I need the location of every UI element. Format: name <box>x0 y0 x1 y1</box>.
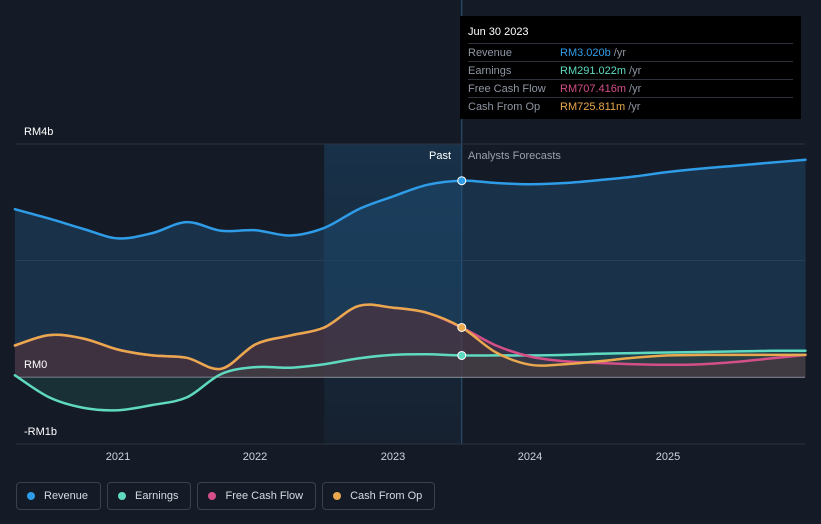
tooltip-unit: /yr <box>629 82 642 95</box>
tooltip-row-revenue: Revenue RM3.020b /yr <box>468 43 793 61</box>
tooltip-unit: /yr <box>629 64 642 77</box>
revenue-line <box>13 158 807 240</box>
tooltip-date: Jun 30 2023 <box>468 26 529 38</box>
legend-item-free-cash-flow[interactable]: Free Cash Flow <box>197 482 317 510</box>
y-tick-label-4b: RM4b <box>24 126 54 138</box>
tooltip-label: Earnings <box>468 64 512 77</box>
x-tick-2024: 2024 <box>517 451 543 463</box>
tooltip-value: RM3.020b <box>560 46 611 59</box>
y-tick-label-0: RM0 <box>24 359 48 371</box>
legend-item-earnings[interactable]: Earnings <box>107 482 192 510</box>
past-region <box>324 144 462 444</box>
legend-label: Revenue <box>44 490 89 502</box>
tooltip-label: Cash From Op <box>468 100 541 113</box>
x-tick-2022: 2022 <box>242 451 268 463</box>
x-tick-2023: 2023 <box>380 451 406 463</box>
earnings-line <box>13 349 807 412</box>
legend-item-cash-from-op[interactable]: Cash From Op <box>322 482 436 510</box>
tooltip-value: RM707.416m <box>560 82 627 95</box>
past-label: Past <box>429 150 452 162</box>
chart-legend: Revenue Earnings Free Cash Flow Cash Fro… <box>16 482 436 510</box>
cash-from-op-marker <box>457 322 467 332</box>
tooltip-value: RM725.811m <box>560 100 626 113</box>
forecast-label: Analysts Forecasts <box>468 150 561 162</box>
earnings-area <box>14 350 806 411</box>
tooltip-label: Revenue <box>468 46 513 59</box>
cash-from-op-line <box>13 303 807 371</box>
revenue-area <box>14 159 806 377</box>
tooltip-value: RM291.022m <box>560 64 627 77</box>
legend-label: Free Cash Flow <box>225 490 304 502</box>
legend-label: Cash From Op <box>350 490 423 502</box>
y-tick-label-neg1b: -RM1b <box>24 426 58 438</box>
hover-tooltip: Jun 30 2023 Revenue RM3.020b /yr Earning… <box>460 16 801 119</box>
tooltip-row-free-cash-flow: Free Cash Flow RM707.416m /yr <box>468 79 793 97</box>
earnings-marker <box>457 350 467 360</box>
x-tick-2021: 2021 <box>105 451 131 463</box>
cash-from-op-area <box>14 304 806 377</box>
tooltip-row-cash-from-op: Cash From Op RM725.811m /yr <box>468 97 793 115</box>
legend-label: Earnings <box>135 490 179 502</box>
earnings-dot-icon <box>118 492 127 500</box>
tooltip-label: Free Cash Flow <box>468 82 546 95</box>
free-cash-flow-dot-icon <box>208 492 217 500</box>
tooltip-unit: /yr <box>628 100 641 113</box>
x-tick-2025: 2025 <box>655 451 681 463</box>
free-cash-flow-area <box>14 304 806 377</box>
legend-item-revenue[interactable]: Revenue <box>16 482 102 510</box>
cash-from-op-dot-icon <box>333 492 342 500</box>
revenue-dot-icon <box>27 492 35 500</box>
tooltip-unit: /yr <box>613 46 626 59</box>
tooltip-row-earnings: Earnings RM291.022m /yr <box>468 61 793 79</box>
revenue-marker <box>457 176 467 186</box>
